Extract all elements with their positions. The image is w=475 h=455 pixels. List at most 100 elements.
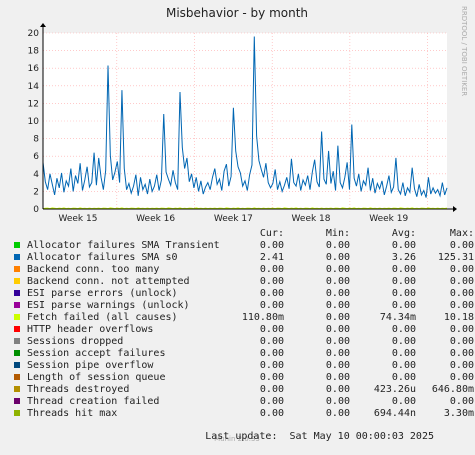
x-tick-label: Week 18 (292, 214, 331, 224)
legend-row: Fetch failed (all causes) 110.80m 0.00 74.3… (14, 312, 474, 324)
legend-row: Session pipe overflow 0.00 0.00 0.00 0.00 (14, 360, 474, 372)
legend-row: Threads destroyed 0.00 0.00 423.26u 646.80m (14, 384, 474, 396)
legend-value-cur: 0.00 (259, 408, 284, 419)
legend-value-avg: 0.00 (391, 240, 416, 251)
legend-series-name: Backend conn. too many (27, 264, 160, 275)
legend-row: Sessions dropped 0.00 0.00 0.00 0.00 (14, 336, 474, 348)
x-tick-label: Week 15 (58, 214, 97, 224)
legend-series-name: Allocator failures SMA Transient (27, 240, 220, 251)
legend-value-avg: 0.00 (391, 360, 416, 371)
legend-value-max: 3.30m (443, 408, 474, 419)
legend-value-max: 0.00 (449, 264, 474, 275)
x-tick-label: Week 17 (214, 214, 253, 224)
legend-series-name: HTTP header overflows (27, 324, 154, 335)
legend-swatch (14, 314, 20, 320)
legend-swatch (14, 278, 20, 284)
rrdtool-side-label: RRDTOOL / TOBI OETIKER (460, 6, 468, 96)
legend-series-name: Backend conn. not attempted (27, 276, 190, 287)
legend-swatch (14, 326, 20, 332)
legend-value-avg: 0.00 (391, 276, 416, 287)
y-tick-label: 10 (28, 117, 40, 127)
legend-value-max: 0.00 (449, 396, 474, 407)
last-update-text: Last update: Sat May 10 00:00:03 2025 (205, 431, 434, 442)
legend-value-max: 125.31 (437, 252, 474, 263)
legend-value-min: 0.00 (325, 384, 350, 395)
y-tick-label: 8 (33, 135, 39, 145)
x-tick-label: Week 16 (136, 214, 175, 224)
legend-value-max: 0.00 (449, 360, 474, 371)
legend-value-min: 0.00 (325, 360, 350, 371)
legend-value-min: 0.00 (325, 348, 350, 359)
legend-row: Session accept failures 0.00 0.00 0.00 0.00 (14, 348, 474, 360)
legend-value-max: 0.00 (449, 240, 474, 251)
legend-row: Thread creation failed 0.00 0.00 0.00 0.00 (14, 396, 474, 408)
legend-value-cur: 0.00 (259, 360, 284, 371)
legend-value-cur: 0.00 (259, 288, 284, 299)
legend-value-cur: 0.00 (259, 324, 284, 335)
legend-header-max: Max: (449, 228, 474, 239)
legend-value-cur: 0.00 (259, 396, 284, 407)
legend-value-min: 0.00 (325, 312, 350, 323)
legend-swatch (14, 338, 20, 344)
legend-value-min: 0.00 (325, 408, 350, 419)
legend-value-max: 0.00 (449, 336, 474, 347)
legend-swatch (14, 410, 20, 416)
legend-value-avg: 0.00 (391, 396, 416, 407)
legend-header-cur: Cur: (259, 228, 284, 239)
legend-series-name: Session accept failures (27, 348, 166, 359)
y-tick-label: 0 (33, 205, 39, 215)
legend-value-min: 0.00 (325, 336, 350, 347)
legend-swatch (14, 350, 20, 356)
legend-series-name: Sessions dropped (27, 336, 124, 347)
legend-value-max: 646.80m (431, 384, 474, 395)
legend-swatch (14, 266, 20, 272)
legend-row: ESI parse errors (unlock) 0.00 0.00 0.00 0.0… (14, 288, 474, 300)
grid (43, 32, 447, 209)
legend-swatch (14, 374, 20, 380)
legend-value-avg: 0.00 (391, 264, 416, 275)
legend-value-max: 0.00 (449, 276, 474, 287)
legend-value-avg: 0.00 (391, 348, 416, 359)
legend-value-cur: 0.00 (259, 276, 284, 287)
legend-value-min: 0.00 (325, 276, 350, 287)
legend-value-cur: 0.00 (259, 348, 284, 359)
legend-value-max: 0.00 (449, 348, 474, 359)
legend-value-max: 0.00 (449, 288, 474, 299)
series-line (42, 36, 448, 198)
legend-value-cur: 0.00 (259, 300, 284, 311)
legend-swatch (14, 362, 20, 368)
x-axis-arrow (453, 206, 457, 212)
legend-row: Allocator failures SMA s0 2.41 0.00 3.26 125… (14, 252, 474, 264)
legend-value-avg: 0.00 (391, 324, 416, 335)
legend-swatch (14, 254, 20, 260)
legend-header-min: Min: (325, 228, 350, 239)
legend-value-min: 0.00 (325, 240, 350, 251)
y-tick-label: 12 (28, 99, 39, 109)
legend-series-name: ESI parse warnings (unlock) (27, 300, 190, 311)
legend-value-min: 0.00 (325, 372, 350, 383)
legend-value-avg: 0.00 (391, 372, 416, 383)
legend-row: Backend conn. too many 0.00 0.00 0.00 0.00 (14, 264, 474, 276)
legend-value-min: 0.00 (325, 252, 350, 263)
legend-header: Cur: Min: Avg: Max: (14, 228, 474, 240)
legend-value-max: 0.00 (449, 372, 474, 383)
legend-value-avg: 0.00 (391, 288, 416, 299)
legend-value-avg: 3.26 (391, 252, 416, 263)
legend-swatch (14, 398, 20, 404)
legend-row: Allocator failures SMA Transient 0.00 0.00… (14, 240, 474, 252)
legend-series-name: Threads destroyed (27, 384, 130, 395)
legend-swatch (14, 302, 20, 308)
legend-value-cur: 2.41 (259, 252, 284, 263)
y-tick-label: 16 (28, 64, 40, 74)
legend-value-avg: 0.00 (391, 336, 416, 347)
legend-series-name: Allocator failures SMA s0 (27, 252, 178, 263)
legend-value-avg: 0.00 (391, 300, 416, 311)
y-tick-label: 20 (28, 29, 40, 39)
legend-row: ESI parse warnings (unlock) 0.00 0.00 0.00 0… (14, 300, 474, 312)
chart-title: Misbehavior - by month (166, 6, 308, 20)
last-update: Last update: Sat May 10 00:00:03 2025 (14, 419, 454, 442)
legend-value-avg: 694.44n (373, 408, 416, 419)
munin-footer: Munin 2.0.33 (214, 435, 260, 443)
legend-value-cur: 0.00 (259, 240, 284, 251)
